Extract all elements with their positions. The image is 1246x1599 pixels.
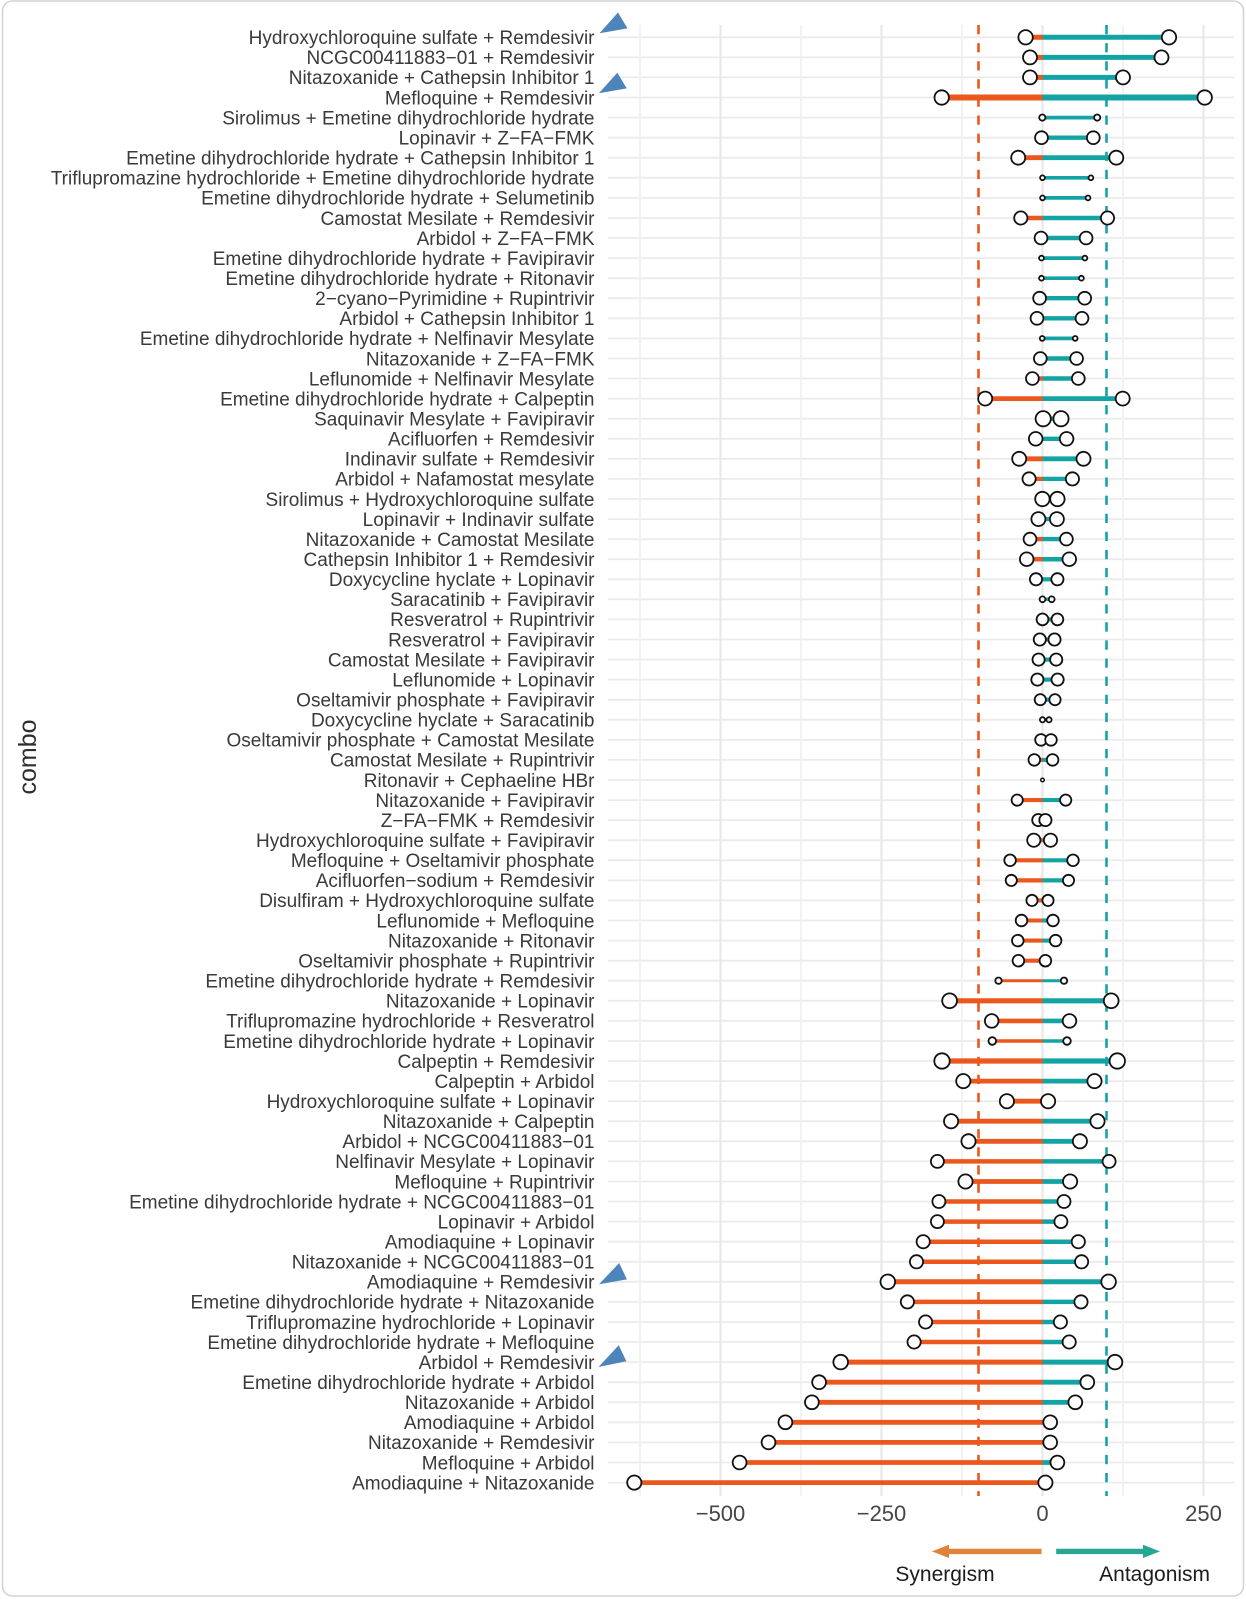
svg-text:Lopinavir + Indinavir sulfate: Lopinavir + Indinavir sulfate — [363, 510, 595, 531]
svg-text:Mefloquine + Remdesivir: Mefloquine + Remdesivir — [385, 88, 595, 109]
svg-text:Emetine dihydrochloride hydrat: Emetine dihydrochloride hydrate + Favipi… — [213, 249, 595, 270]
svg-text:Triflupromazine hydrochloride: Triflupromazine hydrochloride + Lopinavi… — [246, 1313, 595, 1334]
svg-text:Nitazoxanide + Arbidol: Nitazoxanide + Arbidol — [405, 1393, 595, 1414]
svg-text:−250: −250 — [857, 1501, 907, 1526]
svg-text:Mefloquine + Arbidol: Mefloquine + Arbidol — [422, 1453, 595, 1474]
svg-text:Synergism: Synergism — [895, 1563, 994, 1586]
svg-text:Doxycycline hyclate + Saracati: Doxycycline hyclate + Saracatinib — [311, 711, 595, 732]
svg-text:Antagonism: Antagonism — [1099, 1563, 1210, 1586]
svg-text:Nelfinavir Mesylate + Lopinavi: Nelfinavir Mesylate + Lopinavir — [335, 1152, 595, 1173]
svg-text:Arbidol + NCGC00411883−01: Arbidol + NCGC00411883−01 — [342, 1132, 594, 1153]
svg-text:Nitazoxanide + Z−FA−FMK: Nitazoxanide + Z−FA−FMK — [366, 349, 595, 370]
svg-text:Saracatinib + Favipiravir: Saracatinib + Favipiravir — [390, 590, 595, 611]
svg-text:Emetine dihydrochloride hydrat: Emetine dihydrochloride hydrate + Mefloq… — [207, 1333, 594, 1354]
svg-text:Emetine dihydrochloride hydrat: Emetine dihydrochloride hydrate + Calpep… — [220, 389, 594, 410]
svg-text:NCGC00411883−01 + Remdesivir: NCGC00411883−01 + Remdesivir — [307, 48, 596, 69]
svg-text:Mefloquine + Rupintrivir: Mefloquine + Rupintrivir — [394, 1172, 595, 1193]
svg-text:250: 250 — [1185, 1501, 1222, 1526]
svg-text:Oseltamivir phosphate + Camost: Oseltamivir phosphate + Camostat Mesilat… — [226, 731, 594, 752]
svg-text:Arbidol + Cathepsin Inhibitor: Arbidol + Cathepsin Inhibitor 1 — [339, 309, 594, 330]
svg-text:Calpeptin + Arbidol: Calpeptin + Arbidol — [434, 1072, 594, 1093]
svg-text:Emetine dihydrochloride hydrat: Emetine dihydrochloride hydrate + Nelfin… — [140, 329, 595, 350]
svg-text:Oseltamivir phosphate + Favipi: Oseltamivir phosphate + Favipiravir — [296, 691, 595, 712]
svg-text:Cathepsin Inhibitor 1 + Remdes: Cathepsin Inhibitor 1 + Remdesivir — [304, 550, 596, 571]
svg-text:Nitazoxanide + Remdesivir: Nitazoxanide + Remdesivir — [368, 1433, 595, 1454]
svg-text:Triflupromazine hydrochloride: Triflupromazine hydrochloride + Resverat… — [226, 1012, 594, 1033]
svg-text:Emetine dihydrochloride hydrat: Emetine dihydrochloride hydrate + Ritona… — [225, 269, 595, 290]
svg-text:Mefloquine + Oseltamivir phosp: Mefloquine + Oseltamivir phosphate — [291, 851, 595, 872]
svg-text:2−cyano−Pyrimidine + Rupintriv: 2−cyano−Pyrimidine + Rupintrivir — [315, 289, 595, 310]
svg-text:Emetine dihydrochloride hydrat: Emetine dihydrochloride hydrate + Nitazo… — [191, 1293, 595, 1314]
svg-text:Hydroxychloroquine sulfate + F: Hydroxychloroquine sulfate + Favipiravir — [256, 831, 595, 852]
svg-text:Emetine dihydrochloride hydrat: Emetine dihydrochloride hydrate + Remdes… — [205, 972, 595, 993]
svg-text:Amodiaquine + Arbidol: Amodiaquine + Arbidol — [404, 1413, 595, 1434]
svg-text:Ritonavir + Cephaeline HBr: Ritonavir + Cephaeline HBr — [364, 771, 595, 792]
svg-text:Emetine dihydrochloride hydrat: Emetine dihydrochloride hydrate + Arbido… — [242, 1373, 594, 1394]
svg-text:Emetine dihydrochloride hydrat: Emetine dihydrochloride hydrate + Cathep… — [126, 149, 594, 170]
svg-text:Nitazoxanide + Favipiravir: Nitazoxanide + Favipiravir — [375, 791, 595, 812]
svg-text:Emetine dihydrochloride hydrat: Emetine dihydrochloride hydrate + Selume… — [201, 189, 594, 210]
svg-text:Saquinavir Mesylate + Favipira: Saquinavir Mesylate + Favipiravir — [314, 410, 595, 431]
svg-text:Doxycycline hyclate + Lopinavi: Doxycycline hyclate + Lopinavir — [329, 570, 595, 591]
svg-text:Nitazoxanide + Calpeptin: Nitazoxanide + Calpeptin — [383, 1112, 595, 1133]
svg-text:Acifluorfen + Remdesivir: Acifluorfen + Remdesivir — [388, 430, 595, 451]
svg-text:Resveratrol + Favipiravir: Resveratrol + Favipiravir — [388, 630, 595, 651]
svg-text:Nitazoxanide + Camostat Mesila: Nitazoxanide + Camostat Mesilate — [306, 530, 595, 551]
svg-text:Nitazoxanide + Cathepsin Inhib: Nitazoxanide + Cathepsin Inhibitor 1 — [289, 68, 595, 89]
svg-text:Hydroxychloroquine sulfate + L: Hydroxychloroquine sulfate + Lopinavir — [267, 1092, 596, 1113]
svg-text:Sirolimus + Emetine dihydrochl: Sirolimus + Emetine dihydrochloride hydr… — [222, 108, 594, 129]
svg-text:Nitazoxanide + NCGC00411883−01: Nitazoxanide + NCGC00411883−01 — [292, 1253, 595, 1274]
svg-text:−500: −500 — [696, 1501, 746, 1526]
svg-text:0: 0 — [1036, 1501, 1048, 1526]
svg-text:Leflunomide + Nelfinavir Mesyl: Leflunomide + Nelfinavir Mesylate — [309, 369, 595, 390]
svg-text:Calpeptin + Remdesivir: Calpeptin + Remdesivir — [398, 1052, 596, 1073]
svg-text:Nitazoxanide + Lopinavir: Nitazoxanide + Lopinavir — [386, 992, 595, 1013]
svg-text:Disulfiram + Hydroxychloroquin: Disulfiram + Hydroxychloroquine sulfate — [259, 891, 594, 912]
svg-text:Emetine dihydrochloride hydrat: Emetine dihydrochloride hydrate + Lopina… — [223, 1032, 595, 1053]
svg-text:Amodiaquine + Lopinavir: Amodiaquine + Lopinavir — [385, 1233, 595, 1254]
svg-text:Arbidol + Nafamostat mesylate: Arbidol + Nafamostat mesylate — [335, 470, 594, 491]
svg-text:Acifluorfen−sodium + Remdesivi: Acifluorfen−sodium + Remdesivir — [316, 871, 595, 892]
svg-text:Leflunomide + Mefloquine: Leflunomide + Mefloquine — [376, 911, 594, 932]
svg-text:Arbidol + Remdesivir: Arbidol + Remdesivir — [419, 1353, 595, 1374]
svg-text:combo: combo — [14, 719, 42, 794]
svg-text:Amodiaquine + Remdesivir: Amodiaquine + Remdesivir — [367, 1273, 595, 1294]
svg-text:Sirolimus + Hydroxychloroquine: Sirolimus + Hydroxychloroquine sulfate — [266, 490, 595, 511]
svg-text:Arbidol + Z−FA−FMK: Arbidol + Z−FA−FMK — [417, 229, 595, 250]
svg-text:Triflupromazine hydrochloride: Triflupromazine hydrochloride + Emetine … — [51, 169, 595, 190]
svg-text:Lopinavir + Arbidol: Lopinavir + Arbidol — [438, 1212, 595, 1233]
svg-text:Leflunomide + Lopinavir: Leflunomide + Lopinavir — [392, 670, 595, 691]
svg-text:Camostat Mesilate + Rupintrivi: Camostat Mesilate + Rupintrivir — [330, 751, 595, 772]
svg-text:Resveratrol + Rupintrivir: Resveratrol + Rupintrivir — [390, 610, 595, 631]
svg-text:Camostat Mesilate + Remdesivir: Camostat Mesilate + Remdesivir — [320, 209, 595, 230]
svg-text:Emetine dihydrochloride hydrat: Emetine dihydrochloride hydrate + NCGC00… — [129, 1192, 594, 1213]
svg-text:Z−FA−FMK + Remdesivir: Z−FA−FMK + Remdesivir — [381, 811, 595, 832]
svg-text:Hydroxychloroquine sulfate + R: Hydroxychloroquine sulfate + Remdesivir — [249, 28, 596, 49]
svg-text:Camostat Mesilate + Favipiravi: Camostat Mesilate + Favipiravir — [328, 650, 595, 671]
svg-text:Indinavir sulfate + Remdesivir: Indinavir sulfate + Remdesivir — [345, 450, 595, 471]
svg-text:Oseltamivir phosphate + Rupint: Oseltamivir phosphate + Rupintrivir — [298, 952, 595, 973]
svg-text:Lopinavir + Z−FA−FMK: Lopinavir + Z−FA−FMK — [399, 129, 595, 150]
svg-text:Nitazoxanide + Ritonavir: Nitazoxanide + Ritonavir — [388, 931, 595, 952]
svg-text:Amodiaquine + Nitazoxanide: Amodiaquine + Nitazoxanide — [352, 1473, 594, 1494]
